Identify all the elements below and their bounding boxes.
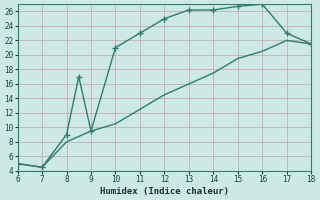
X-axis label: Humidex (Indice chaleur): Humidex (Indice chaleur) <box>100 187 229 196</box>
